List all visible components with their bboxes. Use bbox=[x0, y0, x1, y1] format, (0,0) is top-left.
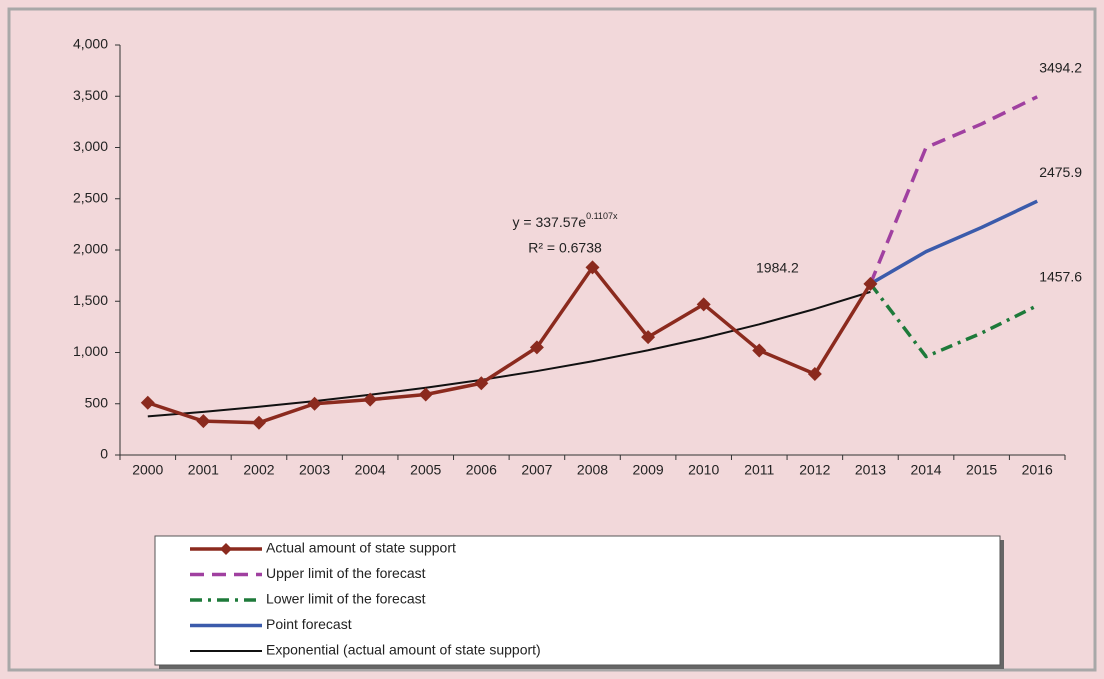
series-line bbox=[869, 199, 1038, 286]
legend-marker bbox=[220, 543, 232, 555]
legend-label: Exponential (actual amount of state supp… bbox=[266, 642, 541, 658]
y-tick-label: 4,000 bbox=[73, 36, 108, 52]
y-tick-label: 3,500 bbox=[73, 87, 108, 103]
series-line bbox=[869, 282, 1038, 359]
y-tick-label: 500 bbox=[85, 394, 109, 410]
x-tick-label: 2015 bbox=[966, 462, 997, 478]
marker bbox=[752, 343, 767, 358]
y-tick-label: 1,500 bbox=[73, 292, 108, 308]
marker bbox=[418, 387, 433, 402]
legend-label: Actual amount of state support bbox=[266, 540, 456, 556]
x-tick-label: 2006 bbox=[466, 462, 497, 478]
x-tick-label: 2014 bbox=[910, 462, 941, 478]
x-tick-label: 2004 bbox=[355, 462, 386, 478]
legend-label: Lower limit of the forecast bbox=[266, 591, 426, 607]
r-squared: R² = 0.6738 bbox=[528, 240, 602, 256]
marker bbox=[807, 367, 822, 382]
series-line bbox=[868, 95, 1038, 285]
y-tick-label: 1,000 bbox=[73, 343, 108, 359]
x-tick-label: 2016 bbox=[1022, 462, 1053, 478]
marker bbox=[585, 260, 600, 275]
frame bbox=[7, 7, 1097, 672]
marker bbox=[140, 395, 155, 410]
x-tick-label: 2005 bbox=[410, 462, 441, 478]
data-label: 1457.6 bbox=[1039, 268, 1082, 284]
y-tick-label: 2,500 bbox=[73, 189, 108, 205]
marker bbox=[641, 330, 656, 345]
legend-label: Upper limit of the forecast bbox=[266, 565, 426, 581]
y-tick-label: 0 bbox=[100, 446, 108, 462]
marker bbox=[251, 415, 266, 430]
y-tick-label: 3,000 bbox=[73, 138, 108, 154]
series-line bbox=[147, 265, 872, 425]
x-tick-label: 2002 bbox=[243, 462, 274, 478]
x-tick-label: 2010 bbox=[688, 462, 719, 478]
x-tick-label: 2013 bbox=[855, 462, 886, 478]
x-tick-label: 2001 bbox=[188, 462, 219, 478]
data-label: 1984.2 bbox=[756, 259, 799, 275]
x-tick-label: 2012 bbox=[799, 462, 830, 478]
equation: y = 337.57e0.1107x bbox=[513, 211, 618, 229]
marker bbox=[474, 376, 489, 391]
marker bbox=[363, 392, 378, 407]
legend bbox=[154, 535, 1001, 666]
legend-label: Point forecast bbox=[266, 616, 352, 632]
marker bbox=[529, 340, 544, 355]
x-tick-label: 2008 bbox=[577, 462, 608, 478]
data-label: 3494.2 bbox=[1039, 60, 1082, 76]
data-label: 2475.9 bbox=[1039, 164, 1082, 180]
x-tick-label: 2000 bbox=[132, 462, 163, 478]
marker bbox=[863, 276, 878, 291]
x-tick-label: 2003 bbox=[299, 462, 330, 478]
marker bbox=[196, 414, 211, 429]
x-tick-label: 2011 bbox=[744, 462, 774, 478]
marker bbox=[307, 396, 322, 411]
marker bbox=[696, 297, 711, 312]
series-line bbox=[147, 290, 871, 418]
x-tick-label: 2009 bbox=[633, 462, 664, 478]
y-tick-label: 2,000 bbox=[73, 241, 108, 257]
x-tick-label: 2007 bbox=[521, 462, 552, 478]
